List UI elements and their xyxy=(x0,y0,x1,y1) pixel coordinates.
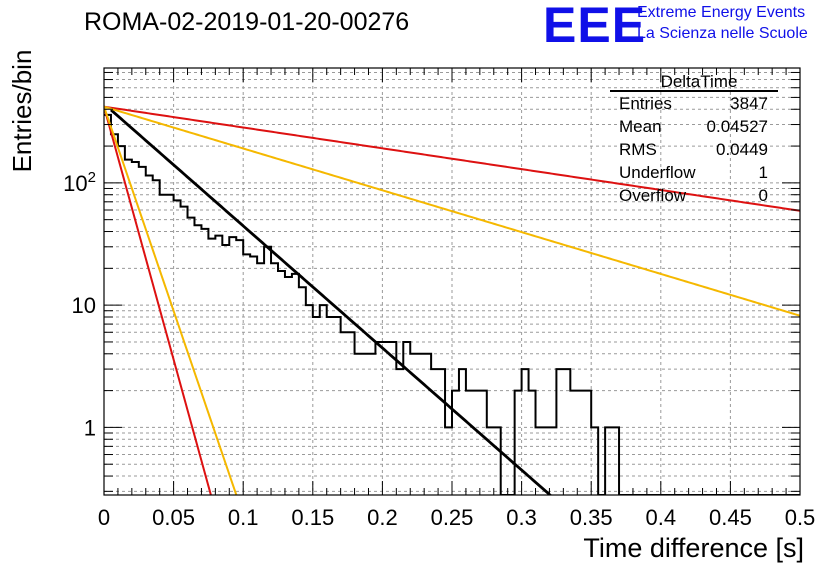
y-tick-label: 10 xyxy=(72,293,96,318)
curve-fast_red xyxy=(104,106,212,495)
run-title: ROMA-02-2019-01-20-00276 xyxy=(84,8,410,36)
x-tick-label: 0 xyxy=(98,505,110,530)
y-axis-label: Entries/bin xyxy=(7,49,37,173)
x-tick-label: 0.4 xyxy=(646,505,677,530)
x-tick-label: 0.05 xyxy=(152,505,195,530)
x-tick-label: 0.2 xyxy=(367,505,398,530)
x-tick-label: 0.15 xyxy=(291,505,334,530)
curve-slow_orange xyxy=(104,105,800,317)
x-tick-label: 0.1 xyxy=(228,505,259,530)
eee-logo: EEE xyxy=(543,0,647,53)
stats-divider xyxy=(610,90,778,92)
stats-value: 0.0449 xyxy=(716,140,768,159)
stats-key: Underflow xyxy=(619,163,696,182)
logo-line-2: La Scienza nelle Scuole xyxy=(637,25,808,42)
stats-row: Entries 3847 xyxy=(619,93,768,115)
x-tick-label: 0.45 xyxy=(709,505,752,530)
stats-key: Overflow xyxy=(619,186,687,205)
x-tick-label: 0.25 xyxy=(431,505,474,530)
logo-line-1: Extreme Energy Events xyxy=(637,4,806,21)
stats-row: Mean 0.04527 xyxy=(619,116,768,138)
histogram-outline xyxy=(104,113,800,495)
stats-key: Entries xyxy=(619,94,672,113)
stats-row: Overflow 0 xyxy=(619,185,768,207)
x-tick-label: 0.5 xyxy=(785,505,816,530)
x-tick-label: 0.3 xyxy=(506,505,537,530)
stats-value: 3847 xyxy=(730,94,768,113)
stats-row: RMS 0.0449 xyxy=(619,139,768,161)
stats-box: DeltaTime Entries 3847 Mean 0.04527 RMS … xyxy=(610,71,778,211)
y-tick-label: 102 xyxy=(63,169,96,196)
x-tick-label: 0.35 xyxy=(570,505,613,530)
stats-title: DeltaTime xyxy=(660,72,738,91)
stats-key: RMS xyxy=(619,140,657,159)
stats-key: Mean xyxy=(619,117,662,136)
curve-slow_red xyxy=(104,105,800,212)
stats-value: 1 xyxy=(758,163,768,182)
curve-fast_orange xyxy=(104,106,238,495)
curve-fit xyxy=(110,108,553,495)
stats-value: 0.04527 xyxy=(706,117,768,136)
stats-value: 0 xyxy=(758,186,768,205)
y-tick-label: 1 xyxy=(84,415,96,440)
stats-row: Underflow 1 xyxy=(619,162,768,184)
x-axis-label: Time difference [s] xyxy=(583,533,804,563)
